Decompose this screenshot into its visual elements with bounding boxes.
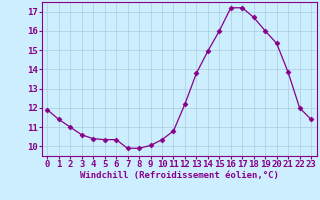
X-axis label: Windchill (Refroidissement éolien,°C): Windchill (Refroidissement éolien,°C) xyxy=(80,171,279,180)
